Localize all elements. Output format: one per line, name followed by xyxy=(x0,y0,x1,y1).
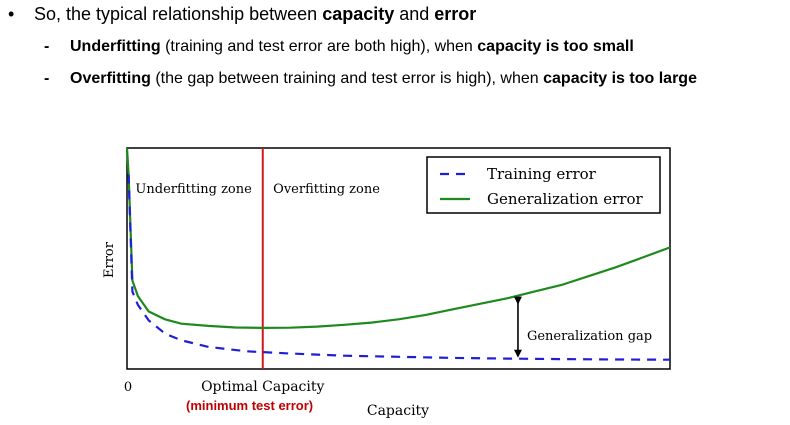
plot-frame xyxy=(126,147,671,370)
underfitting-text-a: (training and test error are both high),… xyxy=(160,38,478,55)
generalization-error-line xyxy=(125,147,671,330)
bullet-dot: • xyxy=(8,4,15,24)
underfitting-bullet: - Underfitting (training and test error a… xyxy=(44,38,634,62)
minimum-test-error-label: (minimum test error) xyxy=(186,398,314,413)
y-axis-label: Error xyxy=(102,241,117,278)
underfitting-zone-label: Underfitting zone xyxy=(135,182,252,197)
underfitting-bold-b: capacity is too small xyxy=(477,38,634,55)
x-tick-label-0: 0 xyxy=(124,380,132,395)
overfitting-bold-a: Overfitting xyxy=(70,70,151,87)
underfitting-bold-a: Underfitting xyxy=(70,38,161,55)
overfitting-zone-label: Overfitting zone xyxy=(273,182,380,197)
main-bullet: • So, the typical relationship between ca… xyxy=(8,4,476,30)
main-bullet-bold-b: error xyxy=(434,4,477,24)
overfitting-bold-b: capacity is too large xyxy=(543,70,697,87)
main-bullet-bold-a: capacity xyxy=(322,4,395,24)
training-error-line xyxy=(127,174,671,361)
legend: Training error Generalization error xyxy=(426,156,661,214)
optimal-capacity-label: Optimal Capacity xyxy=(201,379,324,395)
sub-bullet-dash: - xyxy=(44,70,50,87)
x-axis-label: Capacity xyxy=(367,403,429,419)
generalization-gap-label: Generalization gap xyxy=(527,329,652,344)
legend-box xyxy=(426,156,661,214)
main-bullet-text-a: So, the typical relationship between xyxy=(34,4,323,24)
main-bullet-text-b: and xyxy=(394,4,435,24)
legend-generalization-label: Generalization error xyxy=(487,190,643,208)
overfitting-text-a: (the gap between training and test error… xyxy=(150,70,544,87)
legend-training-label: Training error xyxy=(487,165,597,183)
sub-bullet-dash: - xyxy=(44,38,50,55)
overfitting-bullet: - Overfitting (the gap between training a… xyxy=(44,70,697,94)
